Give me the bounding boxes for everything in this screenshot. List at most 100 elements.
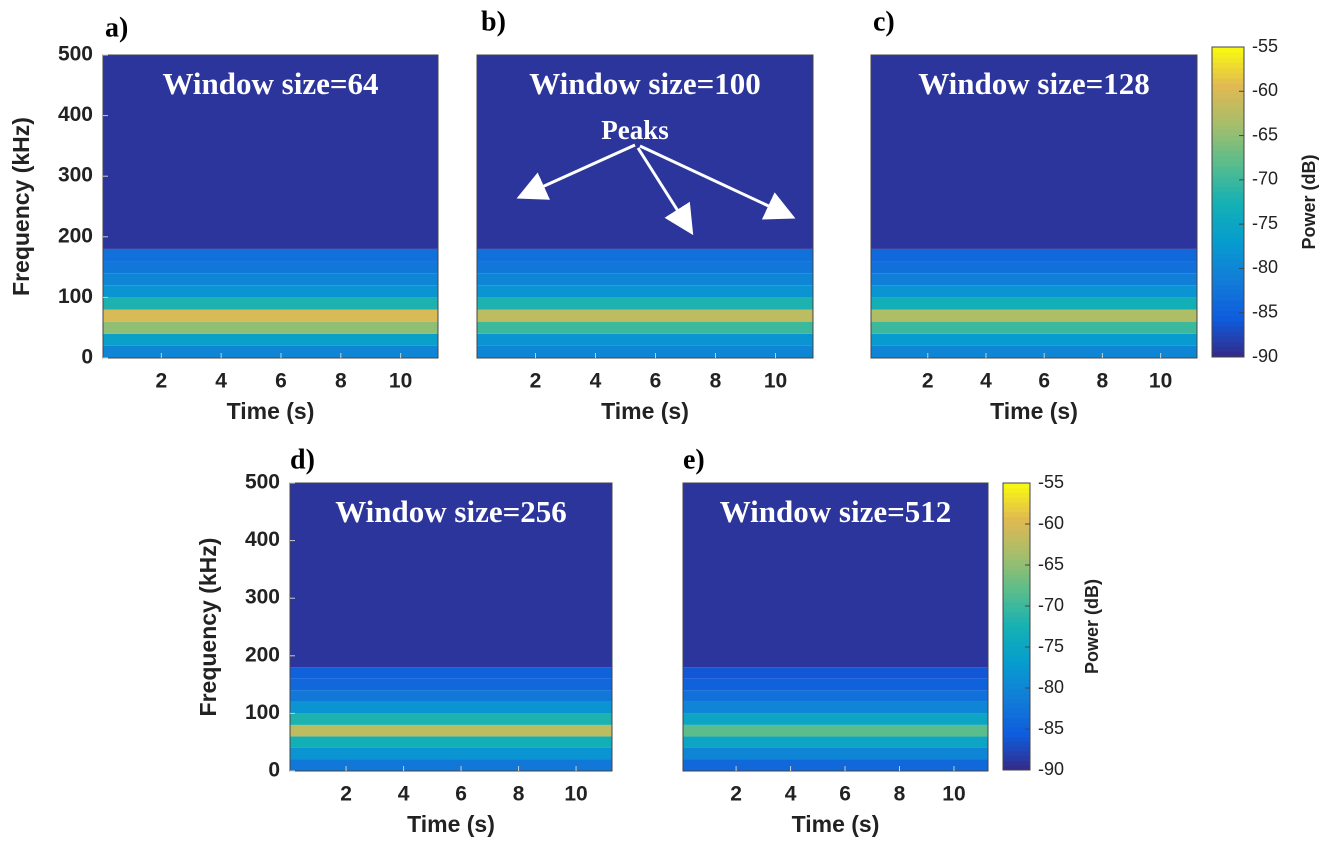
y-tick-label: 500 (58, 43, 93, 66)
colorbar-swatch (1212, 336, 1244, 342)
power-band (871, 345, 1197, 358)
y-tick-label: 0 (268, 759, 280, 782)
panel-title: Window size=128 (918, 66, 1150, 101)
colorbar-swatch (1003, 549, 1030, 556)
x-tick-label: 2 (530, 370, 542, 393)
colorbar-swatch (1003, 679, 1030, 685)
colorbar-swatch (1212, 57, 1244, 63)
colorbar-swatch (1003, 487, 1030, 494)
colorbar-swatch (1212, 264, 1244, 270)
colorbar-swatch (1212, 62, 1244, 69)
x-tick-label: 8 (1097, 370, 1109, 393)
colorbar-swatch (1212, 72, 1244, 79)
x-tick-label: 6 (1038, 370, 1050, 393)
power-band (103, 321, 438, 334)
colorbar-swatch (1003, 655, 1030, 661)
colorbar-swatch (1003, 669, 1030, 675)
colorbar-swatch (1003, 526, 1030, 532)
power-band (477, 55, 813, 249)
colorbar-swatch (1212, 279, 1244, 286)
colorbar-frame (1002, 482, 1031, 771)
panel-label: a) (105, 12, 128, 43)
colorbar-swatch (1212, 233, 1244, 239)
colorbar-swatch (1212, 284, 1244, 291)
colorbar-tick-label: -75 (1252, 213, 1278, 233)
panel-label: c) (873, 6, 895, 37)
colorbar-swatch (1212, 227, 1244, 234)
colorbar-swatch (1003, 750, 1030, 757)
power-band (290, 759, 612, 771)
colorbar-swatch (1212, 52, 1244, 58)
panel-title: Window size=64 (162, 66, 378, 101)
arrow (516, 143, 636, 200)
plot-frame (870, 54, 1198, 359)
colorbar-swatch (1003, 717, 1030, 723)
colorbar-swatch (1212, 165, 1244, 172)
colorbar-swatch (1003, 564, 1030, 570)
power-band (103, 261, 438, 274)
colorbar-swatch (1212, 83, 1244, 89)
power-band (477, 333, 813, 346)
panel-title: Window size=100 (529, 66, 761, 101)
plot-frame (289, 482, 613, 772)
colorbar-swatch (1003, 631, 1030, 637)
colorbar-swatch (1003, 636, 1030, 642)
x-tick-label: 10 (564, 783, 587, 806)
colorbar-swatch (1003, 554, 1030, 561)
power-band (477, 321, 813, 334)
colorbar-swatch (1212, 145, 1244, 151)
colorbar-swatch (1212, 103, 1244, 110)
power-band (683, 483, 988, 668)
colorbar-label: Power (dB) (1082, 579, 1102, 674)
colorbar-swatch (1003, 540, 1030, 546)
power-band (103, 55, 438, 249)
x-tick-label: 6 (275, 370, 287, 393)
colorbar-swatch (1003, 726, 1030, 733)
colorbar-swatch (1212, 300, 1244, 306)
colorbar-swatch (1212, 243, 1244, 249)
y-tick-label: 200 (58, 224, 93, 247)
colorbar-swatch (1212, 47, 1244, 53)
x-tick-label: 2 (922, 370, 934, 393)
x-tick-label: 2 (340, 783, 352, 806)
colorbar-swatch (1212, 207, 1244, 213)
x-tick-label: 6 (650, 370, 662, 393)
x-tick-label: 4 (398, 783, 410, 806)
colorbar-swatch (1003, 659, 1030, 666)
colorbar-swatch (1003, 664, 1030, 671)
x-tick-label: 4 (980, 370, 992, 393)
colorbar-swatch (1003, 746, 1030, 752)
colorbar-swatch (1003, 583, 1030, 589)
colorbar-swatch (1212, 196, 1244, 203)
power-band (871, 55, 1197, 249)
power-band (477, 345, 813, 358)
panel-title: Window size=256 (335, 494, 567, 529)
power-band (871, 309, 1197, 322)
y-tick-label: 300 (245, 586, 280, 609)
colorbar-tick-label: -65 (1252, 124, 1278, 144)
y-tick-label: 300 (58, 164, 93, 187)
colorbar-tick-label: -75 (1038, 636, 1064, 656)
peak-arrows (516, 143, 796, 236)
power-band (683, 678, 988, 691)
panel-label: d) (290, 444, 315, 475)
power-band (290, 483, 612, 668)
colorbar-swatch (1212, 346, 1244, 353)
colorbar-swatch (1003, 612, 1030, 618)
colorbar-swatch (1003, 645, 1030, 651)
x-tick-label: 10 (942, 783, 965, 806)
colorbar-swatch (1003, 492, 1030, 498)
power-band (290, 713, 612, 725)
colorbar-swatch (1212, 258, 1244, 265)
annotation: Peaks (601, 115, 669, 145)
colorbar-swatch (1212, 176, 1244, 182)
colorbar-swatch (1003, 707, 1030, 714)
colorbar-swatch (1003, 483, 1030, 489)
colorbar-swatch (1003, 530, 1030, 537)
colorbar-swatch (1003, 521, 1030, 527)
panel-label: e) (683, 444, 705, 475)
colorbar-swatch (1212, 150, 1244, 156)
power-band (103, 285, 438, 298)
colorbar-swatch (1003, 640, 1030, 647)
power-band (290, 736, 612, 748)
